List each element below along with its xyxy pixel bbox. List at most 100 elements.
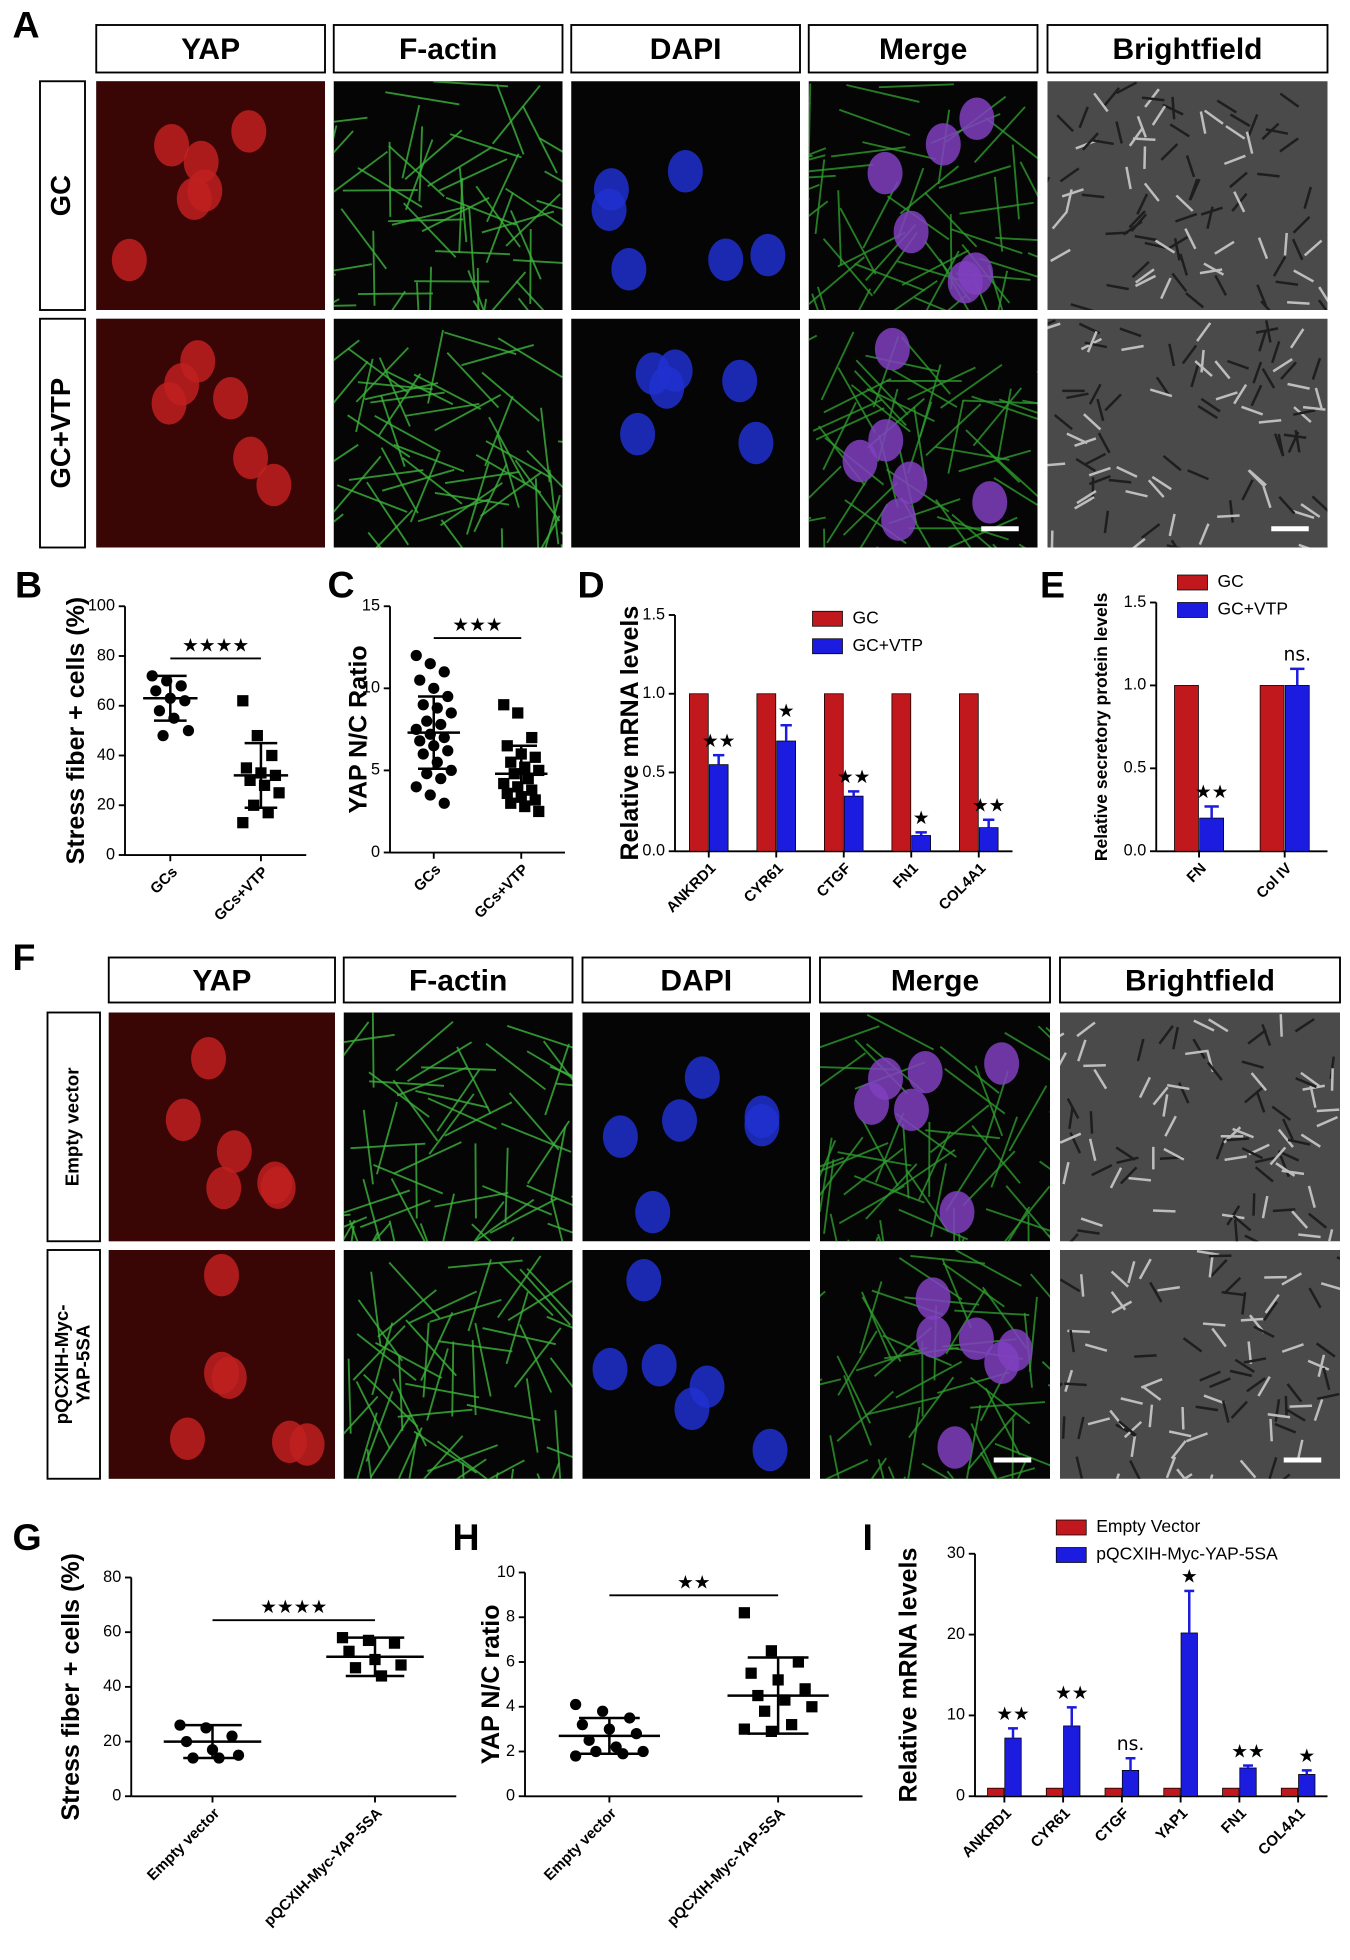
actin-fiber (497, 435, 520, 508)
y-tick-label: 30 (947, 1544, 965, 1562)
y-tick-label: 80 (103, 1568, 121, 1586)
actin-fiber (357, 292, 433, 295)
data-point (597, 1705, 609, 1717)
bar (1180, 1632, 1198, 1797)
cell-outline (1140, 523, 1161, 539)
actin-fiber (403, 202, 457, 258)
data-point (765, 1725, 777, 1737)
data-point (421, 768, 433, 780)
cell-outline (1066, 432, 1088, 445)
cell-outline (1223, 1276, 1242, 1295)
actin-fiber (899, 165, 960, 215)
actin-fiber (901, 249, 970, 286)
cell-outline (1155, 376, 1171, 397)
actin-fiber (948, 516, 1018, 548)
actin-fiber (366, 481, 410, 546)
actin-fiber (362, 1109, 374, 1185)
actin-fiber (375, 509, 414, 548)
cell-outline (1075, 1456, 1084, 1479)
cell-outline (1320, 1282, 1340, 1291)
significance: ★★★★ (260, 1597, 327, 1618)
cell-outline (1181, 344, 1198, 365)
cell-outline (1258, 418, 1282, 424)
column-header: Merge (879, 33, 967, 66)
y-tick-label: 1.5 (642, 605, 665, 623)
cell-outline (1317, 1354, 1326, 1378)
bar (959, 693, 979, 852)
cell-outline (1088, 1138, 1097, 1162)
cell-outline (1103, 87, 1121, 106)
nucleus (842, 439, 878, 483)
cell-outline (1206, 206, 1214, 229)
column-header: YAP (181, 33, 240, 66)
actin-fiber (436, 1440, 489, 1479)
actin-fiber (413, 1430, 478, 1474)
actin-fiber (829, 1435, 840, 1479)
cell-outline (1287, 382, 1310, 390)
actin-fiber (1037, 1025, 1050, 1039)
actin-fiber (519, 1268, 571, 1326)
actin-fiber (950, 228, 1023, 255)
cell-outline (1303, 239, 1323, 257)
cell-outline (1059, 167, 1080, 183)
data-point (174, 1719, 186, 1731)
actin-fiber (891, 368, 958, 408)
actin-fiber (854, 262, 926, 292)
cell-outline (1199, 268, 1223, 275)
actin-fiber (994, 1442, 1050, 1467)
actin-fiber (413, 373, 482, 410)
actin-fiber (467, 1259, 492, 1332)
cell-outline (1253, 1325, 1275, 1338)
actin-fiber (907, 401, 933, 474)
legend-swatch (812, 638, 843, 655)
actin-fiber (404, 129, 463, 180)
micrograph-content (1047, 81, 1328, 310)
micrograph-content (333, 81, 563, 310)
actin-fiber (995, 236, 1038, 242)
cell-outline (1115, 1146, 1136, 1161)
actin-fiber (451, 1341, 455, 1417)
significance: ★★ (972, 796, 1006, 817)
cell-outline (1166, 1083, 1190, 1091)
actin-fiber (388, 1220, 396, 1242)
y-tick-label: 0.5 (1124, 759, 1147, 777)
actin-fiber (947, 294, 968, 310)
cell-outline (1208, 1018, 1229, 1033)
cell-outline (1175, 212, 1198, 223)
data-point (505, 756, 517, 768)
actin-fiber (935, 499, 972, 548)
legend-swatch (1055, 1547, 1087, 1563)
data-point (157, 729, 169, 742)
micrograph-content (343, 1012, 573, 1242)
actin-fiber (355, 1380, 391, 1450)
cell-outline (1245, 131, 1254, 154)
legend-label: Empty Vector (1096, 1516, 1200, 1536)
actin-fiber (544, 1043, 570, 1116)
actin-fiber (466, 462, 490, 535)
nucleus (972, 481, 1008, 524)
actin-fiber (374, 414, 441, 453)
cell-outline (1232, 1214, 1252, 1232)
actin-fiber (458, 177, 464, 253)
actin-fiber (435, 250, 511, 256)
cell-outline (1119, 327, 1142, 338)
cell-outline (1275, 1162, 1296, 1177)
actin-fiber (385, 370, 454, 406)
nucleus (708, 238, 744, 281)
actin-fiber (481, 371, 540, 422)
actin-fiber (997, 270, 1009, 310)
significance: ★★ (702, 731, 736, 752)
data-point (533, 805, 545, 818)
actin-fiber (1008, 1085, 1048, 1152)
actin-fiber (945, 1289, 986, 1355)
cell-outline (1248, 469, 1267, 487)
cell-outline (1257, 172, 1280, 178)
actin-fiber (984, 1387, 1021, 1456)
nucleus (191, 1036, 227, 1080)
actin-fiber (504, 1147, 509, 1223)
cell-outline (1287, 431, 1300, 453)
cell-outline (1233, 383, 1248, 405)
actin-fiber (990, 1116, 1019, 1188)
y-tick-label: 10 (947, 1706, 965, 1724)
legend-label: GC+VTP (1218, 599, 1289, 619)
